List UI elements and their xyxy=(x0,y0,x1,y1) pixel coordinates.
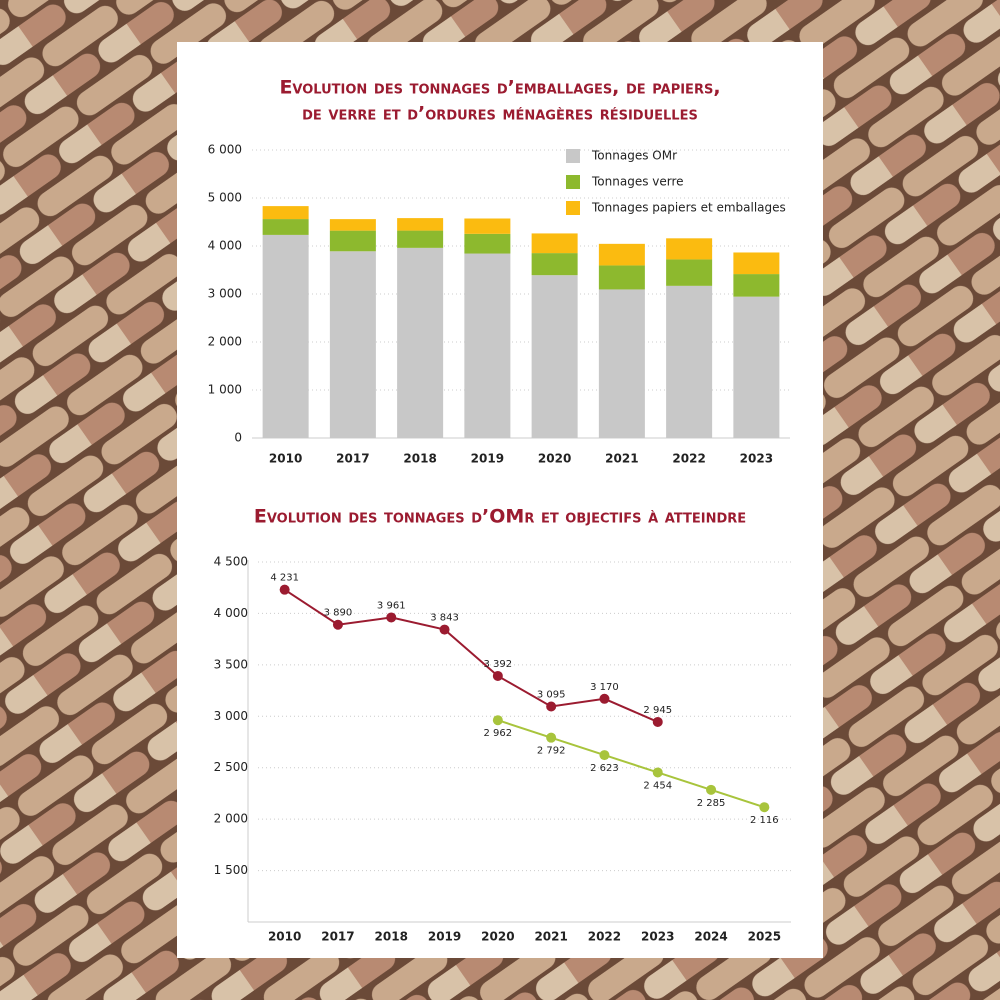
bar-segment xyxy=(666,238,713,260)
y-tick-label: 3 000 xyxy=(214,709,248,723)
data-label: 2 454 xyxy=(643,780,672,791)
point xyxy=(546,732,557,743)
x-tick-label: 2020 xyxy=(481,930,514,944)
chart-title: Evolution des tonnages d’emballages, de … xyxy=(279,77,720,99)
bar-segment xyxy=(262,219,309,235)
x-tick-label: 2017 xyxy=(336,452,369,466)
x-tick-label: 2010 xyxy=(268,930,301,944)
y-tick-label: 2 500 xyxy=(214,760,248,774)
bar-segment xyxy=(598,289,645,438)
y-tick-label: 3 000 xyxy=(208,287,242,301)
x-tick-label: 2019 xyxy=(471,452,504,466)
point xyxy=(759,802,770,813)
bar-segment xyxy=(733,252,780,275)
data-label: 3 890 xyxy=(324,608,353,619)
bar-segment xyxy=(397,230,444,248)
data-label: 4 231 xyxy=(270,573,299,584)
x-tick-label: 2021 xyxy=(605,452,638,466)
line xyxy=(284,588,659,723)
bar-segment xyxy=(262,206,309,220)
point xyxy=(706,784,717,795)
bar-segment xyxy=(598,243,645,266)
bar-segment xyxy=(329,230,376,252)
data-label: 3 843 xyxy=(430,613,459,624)
point xyxy=(279,584,290,595)
y-tick-label: 2 000 xyxy=(214,812,248,826)
bar-segment xyxy=(329,219,376,231)
x-tick-label: 2021 xyxy=(534,930,567,944)
x-tick-label: 2018 xyxy=(403,452,436,466)
x-tick-label: 2010 xyxy=(269,452,302,466)
data-label: 2 962 xyxy=(484,728,513,739)
y-tick-label: 0 xyxy=(234,431,242,445)
x-tick-label: 2020 xyxy=(538,452,571,466)
x-tick-label: 2023 xyxy=(641,930,674,944)
x-tick-label: 2022 xyxy=(588,930,621,944)
bar-segment xyxy=(397,247,444,438)
panel xyxy=(177,42,823,958)
point xyxy=(386,612,397,623)
bar-segment xyxy=(464,233,511,254)
y-tick-label: 3 500 xyxy=(214,657,248,671)
legend-swatch xyxy=(566,175,580,189)
bar-segment xyxy=(464,218,511,234)
chart-title: Evolution des tonnages d’OMr et objectif… xyxy=(254,506,746,528)
y-tick-label: 1 000 xyxy=(208,383,242,397)
y-tick-label: 4 500 xyxy=(214,555,248,569)
y-tick-label: 6 000 xyxy=(208,143,242,157)
bar-segment xyxy=(531,253,578,276)
point xyxy=(492,715,503,726)
bar-segment xyxy=(397,218,444,231)
data-label: 2 792 xyxy=(537,746,566,757)
point xyxy=(652,767,663,778)
point xyxy=(599,750,610,761)
y-tick-label: 4 000 xyxy=(214,606,248,620)
line xyxy=(497,719,765,809)
point xyxy=(492,670,503,681)
x-tick-label: 2023 xyxy=(740,452,773,466)
data-label: 3 095 xyxy=(537,690,566,701)
y-tick-label: 5 000 xyxy=(208,191,242,205)
y-tick-label: 2 000 xyxy=(208,335,242,349)
bar-segment xyxy=(598,265,645,290)
chart-title: de verre et d’ordures ménagères résiduel… xyxy=(302,103,698,125)
legend-label: Tonnages papiers et emballages xyxy=(591,201,786,215)
y-tick-label: 1 500 xyxy=(214,863,248,877)
bar-segment xyxy=(733,274,780,297)
data-label: 2 945 xyxy=(643,705,672,716)
point xyxy=(332,619,343,630)
data-label: 3 961 xyxy=(377,600,406,611)
data-label: 2 285 xyxy=(697,798,726,809)
point xyxy=(652,716,663,727)
x-tick-label: 2022 xyxy=(672,452,705,466)
x-tick-label: 2019 xyxy=(428,930,461,944)
x-tick-label: 2025 xyxy=(748,930,781,944)
data-label: 3 392 xyxy=(484,659,513,670)
bar-segment xyxy=(531,233,578,254)
bar-segment xyxy=(733,296,780,438)
bar-segment xyxy=(531,275,578,438)
point xyxy=(546,701,557,712)
data-label: 2 623 xyxy=(590,763,619,774)
legend-label: Tonnages OMr xyxy=(591,149,677,163)
bar-segment xyxy=(262,234,309,438)
bar-segment xyxy=(666,285,713,438)
bar-segment xyxy=(329,251,376,438)
x-tick-label: 2024 xyxy=(694,930,727,944)
x-tick-label: 2018 xyxy=(375,930,408,944)
x-tick-label: 2017 xyxy=(321,930,354,944)
data-label: 3 170 xyxy=(590,682,619,693)
legend-swatch xyxy=(566,201,580,215)
data-label: 2 116 xyxy=(750,815,779,826)
y-tick-label: 4 000 xyxy=(208,239,242,253)
bar-segment xyxy=(464,253,511,438)
legend-swatch xyxy=(566,149,580,163)
bar-segment xyxy=(666,259,713,286)
point xyxy=(439,624,450,635)
legend-label: Tonnages verre xyxy=(591,175,684,189)
point xyxy=(599,693,610,704)
